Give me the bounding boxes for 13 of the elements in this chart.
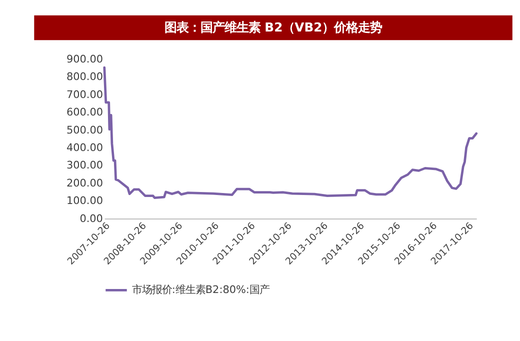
y-tick-label: 200.00 (66, 177, 103, 190)
y-tick-label: 300.00 (66, 160, 103, 172)
y-tick-label: 700.00 (66, 88, 103, 101)
y-tick-label: 100.00 (66, 195, 103, 208)
y-tick-label: 0.00 (80, 212, 103, 225)
y-tick-label: 400.00 (66, 142, 103, 154)
y-tick-label: 500.00 (66, 124, 103, 136)
y-tick-label: 800.00 (66, 71, 103, 84)
chart-title: 图表：国产维生素 B2（VB2）价格走势 (164, 20, 382, 35)
line-series (103, 66, 478, 199)
legend-label: 市场报价:维生素B2:80%:国产 (132, 284, 270, 296)
y-tick-label: 900.00 (66, 53, 103, 66)
y-tick-label: 600.00 (66, 106, 103, 119)
